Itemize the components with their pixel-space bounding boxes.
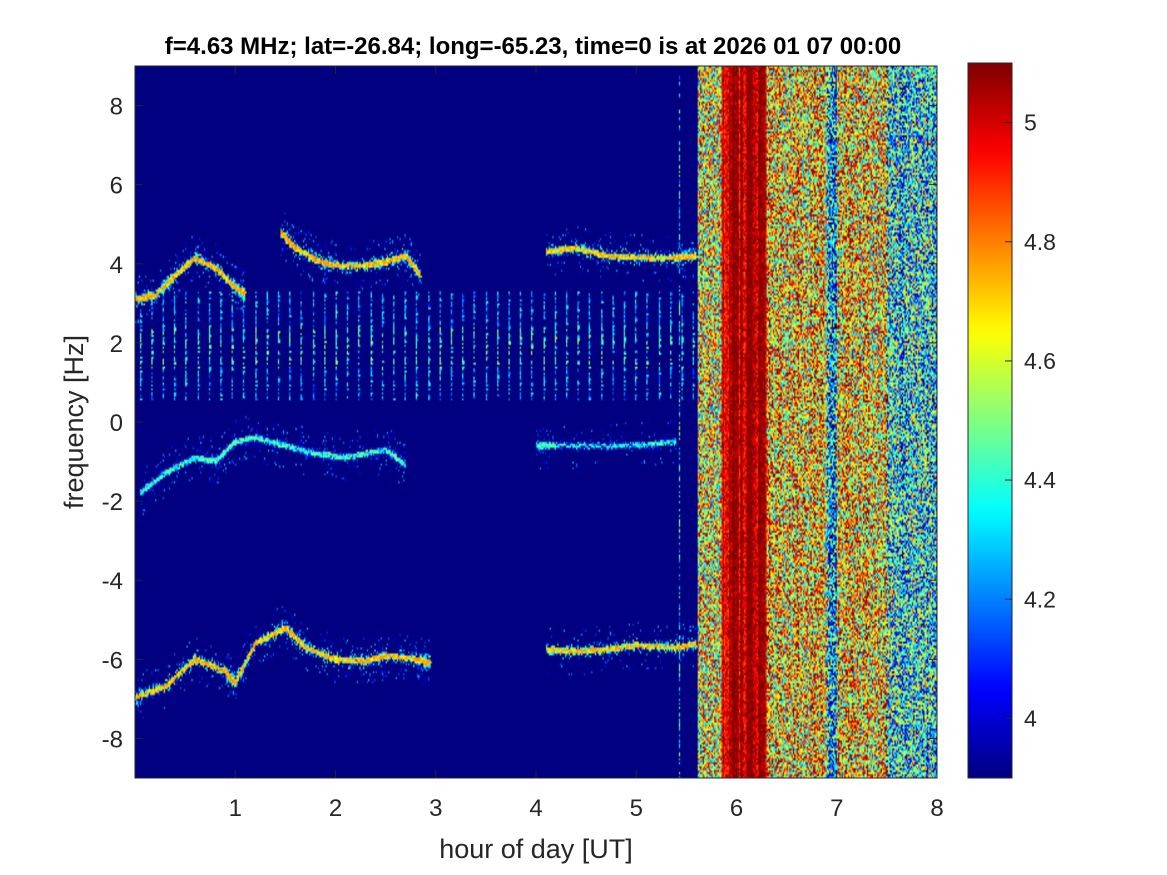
y-tick-label: -4 (102, 568, 123, 595)
colorbar-tick-label: 4.6 (1024, 348, 1056, 374)
colorbar-frame (967, 62, 1013, 779)
colorbar-tick-label: 4 (1024, 705, 1037, 731)
colorbar-tick-label: 5 (1024, 110, 1037, 136)
y-tick-label: -2 (102, 489, 123, 516)
x-tick-label: 1 (229, 795, 242, 822)
y-tick-label: 0 (110, 410, 123, 437)
y-tick-label: 8 (110, 94, 123, 121)
plot-area: 1 2 3 4 5 6 7 8 -8 -6 -4 -2 0 2 4 6 8 (102, 65, 944, 822)
y-axis-ticks: -8 -6 -4 -2 0 2 4 6 8 (102, 94, 937, 753)
plot-frame (134, 65, 938, 779)
y-axis-label: frequency [Hz] (59, 335, 89, 509)
y-tick-label: 4 (110, 252, 123, 279)
chart-title: f=4.63 MHz; lat=-26.84; long=-65.23, tim… (165, 33, 901, 60)
x-axis-label: hour of day [UT] (439, 834, 633, 864)
x-axis-ticks: 1 2 3 4 5 6 7 8 (229, 66, 944, 822)
colorbar: 4 4.2 4.4 4.6 4.8 5 (967, 62, 1056, 779)
colorbar-tick-label: 4.2 (1024, 586, 1056, 612)
colorbar-gradient (968, 63, 1012, 778)
y-tick-label: 6 (110, 173, 123, 200)
colorbar-tick-label: 4.8 (1024, 229, 1056, 255)
x-tick-label: 2 (329, 795, 342, 822)
colorbar-tick-label: 4.4 (1024, 467, 1056, 493)
x-tick-label: 8 (930, 795, 943, 822)
x-tick-label: 6 (730, 795, 743, 822)
x-tick-label: 7 (830, 795, 843, 822)
x-tick-label: 3 (429, 795, 442, 822)
y-tick-label: -8 (102, 726, 123, 753)
y-tick-label: 2 (110, 331, 123, 358)
x-tick-label: 5 (630, 795, 643, 822)
x-tick-label: 4 (529, 795, 542, 822)
y-tick-label: -6 (102, 647, 123, 674)
heatmap-image (135, 66, 937, 778)
colorbar-ticks: 4 4.2 4.4 4.6 4.8 5 (1005, 110, 1056, 731)
